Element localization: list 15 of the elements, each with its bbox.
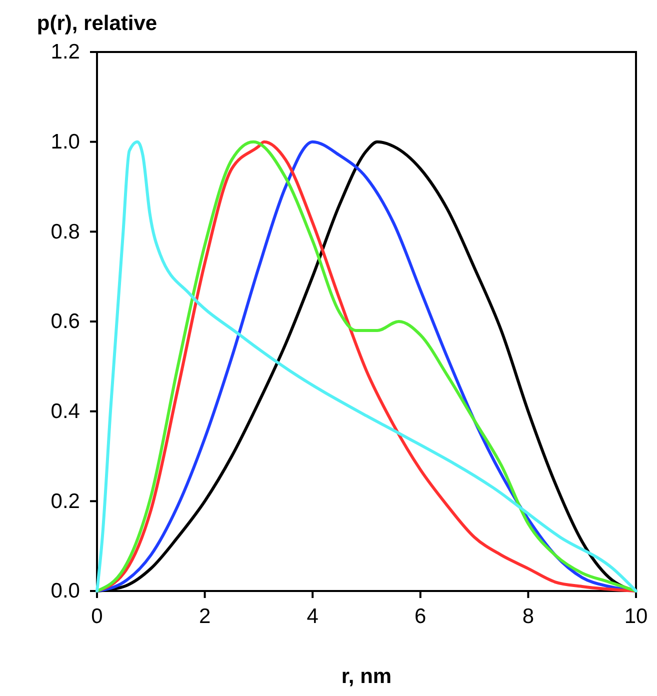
y-tick-label: 0.0: [50, 580, 80, 603]
y-tick-label: 0.4: [50, 400, 80, 424]
y-tick-label: 0.2: [50, 490, 80, 513]
x-tick-label: 2: [198, 604, 211, 628]
y-axis-title: p(r), relative: [36, 12, 158, 35]
y-tick-label: 1.2: [50, 40, 80, 64]
y-tick-label: 0.6: [50, 310, 80, 334]
x-tick-label: 0: [91, 604, 103, 628]
x-axis-title: r, nm: [341, 665, 392, 688]
x-tick-label: 8: [522, 604, 534, 628]
x-tick-label: 4: [306, 604, 319, 628]
y-tick-label: 0.8: [50, 220, 80, 244]
x-tick-label: 10: [624, 604, 648, 628]
x-tick-label: 6: [414, 604, 426, 628]
y-tick-label: 1.0: [50, 130, 80, 154]
